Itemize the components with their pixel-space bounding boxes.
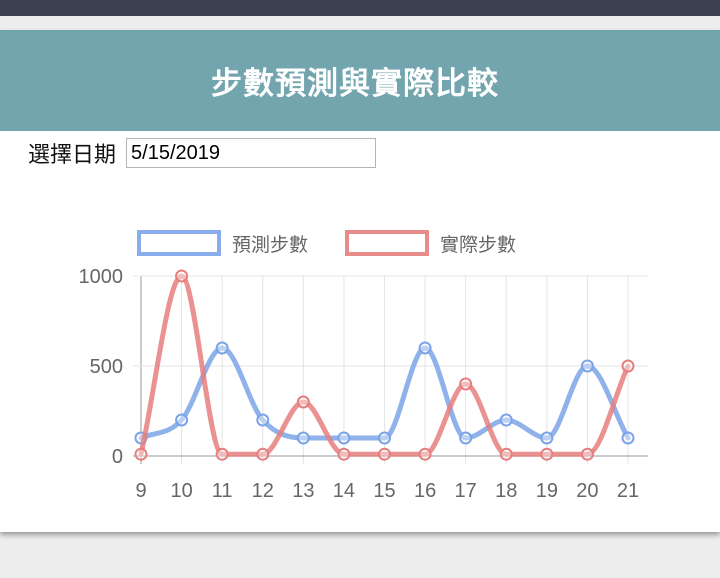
series-line-1 — [138, 273, 631, 457]
data-point-1 — [215, 447, 229, 461]
data-point-1 — [256, 447, 270, 461]
data-point-1 — [296, 395, 310, 409]
data-point-1 — [175, 269, 189, 283]
x-tick-label: 12 — [252, 480, 274, 502]
x-tick-label: 21 — [617, 480, 639, 502]
data-point-0 — [215, 341, 229, 355]
y-tick-label: 0 — [112, 446, 123, 468]
series-line-0 — [138, 345, 631, 441]
browser-top-bar — [0, 0, 720, 16]
x-tick-label: 17 — [455, 480, 477, 502]
date-input[interactable] — [126, 138, 377, 168]
data-point-0 — [540, 431, 554, 445]
data-point-1 — [337, 447, 351, 461]
x-tick-label: 19 — [536, 480, 558, 502]
data-point-1 — [621, 359, 635, 373]
legend-label-1: 實際步數 — [440, 234, 516, 256]
data-point-1 — [540, 447, 554, 461]
data-point-0 — [337, 431, 351, 445]
data-point-0 — [175, 413, 189, 427]
date-picker-row: 選擇日期 — [28, 135, 377, 171]
date-label: 選擇日期 — [28, 143, 117, 168]
page-title: 步數預測與實際比較 — [211, 66, 499, 102]
x-tick-label: 9 — [135, 480, 146, 502]
data-point-1 — [378, 447, 391, 461]
page-header: 步數預測與實際比較 — [0, 30, 720, 131]
x-tick-label: 18 — [495, 480, 517, 502]
x-tick-label: 16 — [414, 480, 436, 502]
x-tick-label: 20 — [576, 480, 598, 502]
data-point-0 — [378, 431, 391, 445]
data-point-1 — [134, 447, 148, 461]
data-point-0 — [296, 431, 310, 445]
y-tick-label: 1000 — [79, 266, 124, 288]
data-point-0 — [621, 431, 635, 445]
legend-label-0: 預測步數 — [232, 234, 308, 256]
x-tick-label: 13 — [292, 480, 314, 502]
legend-swatch-1 — [345, 230, 429, 256]
data-point-1 — [459, 377, 473, 391]
data-point-0 — [256, 413, 270, 427]
x-tick-label: 14 — [333, 480, 355, 502]
data-point-1 — [499, 447, 513, 461]
x-tick-label: 10 — [170, 480, 192, 502]
data-point-0 — [499, 413, 513, 427]
data-point-1 — [580, 447, 594, 461]
data-point-0 — [418, 341, 432, 355]
x-tick-label: 15 — [373, 480, 395, 502]
data-point-1 — [418, 447, 432, 461]
x-tick-label: 11 — [212, 480, 233, 502]
y-tick-label: 500 — [90, 356, 123, 378]
data-point-0 — [580, 359, 594, 373]
data-point-0 — [459, 431, 473, 445]
chart-card: 步數預測與實際比較 選擇日期 — [0, 30, 720, 532]
legend-swatch-0 — [137, 230, 221, 256]
